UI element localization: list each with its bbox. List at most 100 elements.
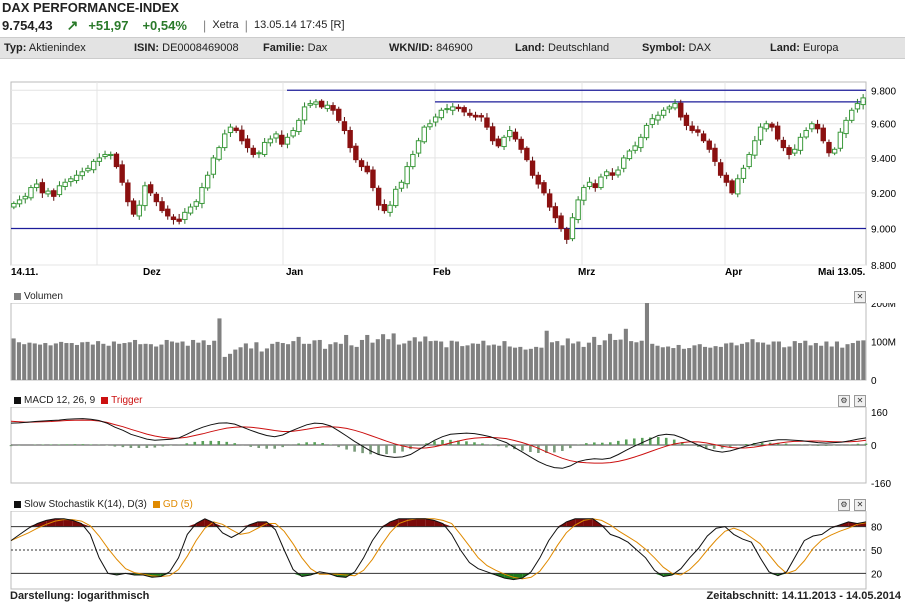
histogram-bar: [529, 445, 532, 452]
y-tick-label: 9.200: [871, 189, 896, 200]
y-tick-label: 50: [871, 546, 883, 557]
close-icon[interactable]: ✕: [854, 394, 866, 407]
histogram-bar: [161, 445, 165, 447]
volume-bar: [465, 345, 470, 380]
histogram-bar: [664, 437, 668, 445]
volume-bar: [476, 343, 481, 380]
candle-down: [39, 182, 46, 194]
candle-down: [717, 162, 724, 176]
histogram-bar: [369, 445, 372, 455]
histogram-bar: [425, 443, 428, 445]
candle-up: [296, 119, 302, 133]
gd-title: GD (5): [162, 499, 193, 510]
volume-bar: [423, 336, 428, 380]
candle-down: [524, 147, 530, 161]
volume-bar: [444, 347, 449, 380]
candle-up: [261, 141, 268, 155]
candle-down: [552, 206, 559, 219]
candle-down: [250, 147, 256, 155]
candle-down: [461, 107, 467, 113]
close-icon[interactable]: ✕: [854, 290, 866, 303]
histogram-bar: [776, 442, 780, 445]
settings-icon[interactable]: ⚙: [838, 498, 850, 511]
candle-up: [621, 157, 627, 169]
histogram-bar: [441, 440, 444, 445]
info-value: 846900: [436, 42, 473, 54]
histogram-bar: [137, 445, 141, 448]
candle-up: [33, 183, 40, 189]
plot-frame: [10, 81, 867, 266]
histogram-bar: [656, 437, 660, 445]
candle-down: [814, 123, 821, 130]
histogram-bar: [473, 442, 476, 445]
volume-bar: [613, 339, 618, 380]
histogram-bar: [401, 445, 404, 452]
candle-up: [290, 130, 296, 137]
volume-bar: [249, 348, 254, 380]
histogram-bar: [57, 444, 61, 445]
overbought-fill: [407, 518, 417, 527]
candle-down: [769, 123, 775, 128]
x-tick-label: Dez: [143, 267, 161, 278]
candle-down: [529, 160, 536, 176]
separator: |: [244, 17, 248, 33]
volume-bar: [512, 347, 518, 380]
trigger-title: Trigger: [111, 395, 143, 406]
histogram-bar: [377, 445, 380, 455]
candle-up: [90, 160, 97, 171]
volume-bar: [813, 343, 818, 380]
volume-bar: [687, 348, 692, 380]
candle-up: [182, 211, 188, 221]
volume-bar: [650, 343, 655, 380]
candle-up: [410, 153, 416, 168]
volume-bar: [681, 348, 686, 380]
histogram-bar: [824, 445, 828, 446]
volume-bar: [307, 343, 312, 380]
volume-bar: [755, 342, 760, 380]
info-region: Land: Europa: [770, 42, 839, 54]
y-tick-label: 9.000: [871, 225, 896, 236]
change-percent: +0,54%: [142, 17, 187, 33]
histogram-bar: [9, 445, 13, 447]
volume-bar: [602, 340, 607, 380]
quote-line: 9.754,43 ↗ +51,97 +0,54% | Xetra | 13.05…: [2, 15, 345, 35]
candle-down: [723, 174, 730, 183]
volume-bar: [27, 342, 32, 380]
histogram-bar: [201, 441, 205, 445]
histogram-bar: [305, 442, 308, 445]
histogram-bar: [409, 445, 412, 450]
y-tick-label: 9.600: [871, 120, 896, 131]
volume-bar: [275, 341, 280, 380]
plot-frame: [10, 303, 867, 381]
volume-bar: [143, 343, 148, 380]
candle-up: [427, 123, 433, 128]
info-value: Aktienindex: [28, 42, 86, 54]
close-icon[interactable]: ✕: [854, 498, 866, 511]
stoch-title-bar: Slow Stochastik K(14), D(3) GD (5) ⚙ ✕: [14, 498, 866, 511]
candle-up: [421, 126, 427, 143]
volume-bar: [692, 345, 697, 380]
volume-bar: [354, 346, 359, 380]
volume-legend-swatch: [14, 293, 21, 300]
candle-up: [603, 171, 610, 177]
candle-up: [831, 148, 838, 154]
volume-bar: [175, 342, 180, 380]
histogram-bar: [720, 445, 724, 449]
candle-down: [546, 193, 553, 208]
oversold-fill: [769, 573, 778, 576]
histogram-bar: [545, 445, 548, 453]
volume-bar: [338, 343, 343, 380]
volume-bar: [581, 346, 586, 380]
histogram-bar: [624, 439, 628, 445]
info-value: Dax: [307, 42, 328, 54]
candle-up: [854, 103, 861, 110]
candle-up: [227, 126, 234, 134]
volume-bar: [518, 346, 523, 380]
candle-down: [558, 215, 564, 230]
volume-bar: [386, 339, 391, 380]
settings-icon[interactable]: ⚙: [838, 394, 850, 407]
volume-bar: [322, 348, 328, 380]
histogram-bar: [816, 445, 820, 446]
macd-legend-swatch: [14, 397, 21, 404]
candle-down: [239, 129, 245, 142]
